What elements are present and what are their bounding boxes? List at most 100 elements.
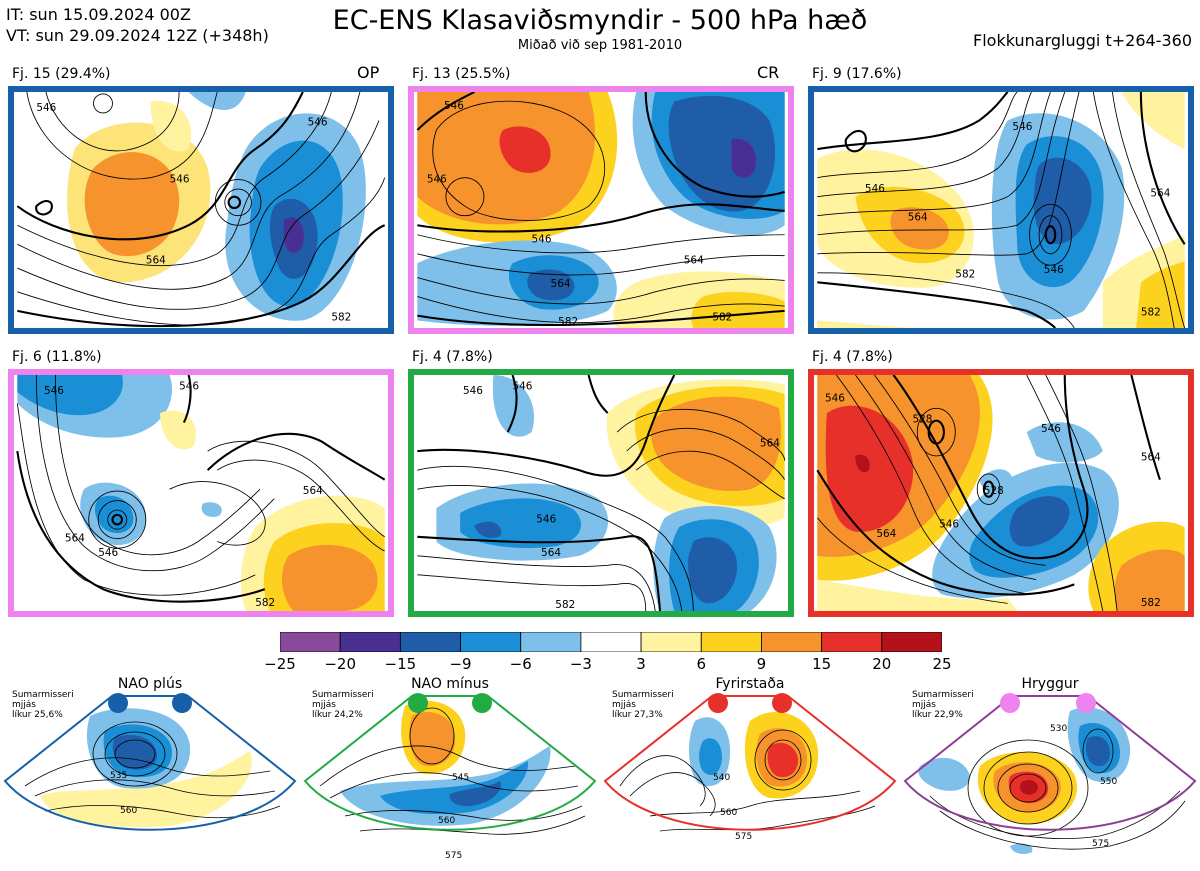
highlight-contours [817,92,1186,328]
positive-anomaly-area [1121,92,1185,150]
contour-label: 575 [445,851,462,861]
highlight-contours [416,92,785,327]
colorbar-swatch [640,632,702,652]
positive-anomaly-core [890,207,949,250]
positive-anomaly-mid [691,291,785,328]
contour-label: 564 [876,528,896,540]
valid-time: VT: sun 29.09.2024 12Z (+348h) [6,26,269,45]
colorbar-swatch [520,632,582,652]
cluster-map-1: 546 546 546 564 582 [8,86,394,334]
contour-label: 546 [532,233,552,245]
height-contours [817,92,1186,328]
contour-label: 546 [1041,423,1061,435]
contour-labels: 546 546 564 546 564 582 [44,380,323,609]
anomaly-map-5: 546 546 564 546 564 582 [417,375,786,611]
positive-anomaly-core [1114,549,1185,611]
regime-info-line: Sumarmisseri [912,690,974,700]
regime-dot [772,693,792,713]
contour-label: 540 [713,773,730,783]
regime-info: Sumarmisseri mjjás líkur 24,2% [312,690,374,720]
colorbar-tick-label: 15 [812,655,832,673]
contour-label: 546 [44,385,64,397]
colorbar-swatches [280,632,942,652]
panel-2-label: Fj. 13 (25.5%) [412,66,511,82]
regime-map: 545 560 575 [303,693,597,861]
positive-anomaly-core [825,405,914,533]
positive-anomaly-core [84,152,180,257]
contour-label: 546 [98,547,118,559]
contour-label: 546 [1044,264,1064,276]
contour-label: 564 [908,211,928,223]
positive-anomaly-area [150,100,192,152]
regime-info-line: mjjás [312,700,336,710]
contour-label: 564 [760,437,780,449]
contour-labels: 546 546 546 564 564 582 582 [427,100,732,328]
negative-anomaly-peak [283,217,304,253]
contour-label: 564 [551,278,571,290]
negative-anomaly-core [688,537,738,604]
contour-labels: 546 546 564 546 564 582 [463,380,780,611]
height-contours [17,92,386,326]
positive-anomaly-mid [1136,261,1185,328]
regime-info-line: Sumarmisseri [312,690,374,700]
contour-label: 546 [1012,121,1032,133]
contour-label: 560 [120,806,137,816]
regime-info-line: Sumarmisseri [612,690,674,700]
colorbar-swatch [580,632,642,652]
contour-label: 564 [1141,452,1161,464]
contour-label: 582 [712,311,732,323]
colorbar-tick-label: −15 [384,655,417,673]
contour-label: 545 [452,773,469,783]
contour-labels: 546 546 546 564 564 582 582 [865,121,1171,319]
contour-label: 546 [36,102,56,114]
contour-label: 564 [65,533,85,545]
positive-anomaly-core [650,396,781,492]
regime-title: NAO mínus [411,676,489,692]
regime-dot [408,693,428,713]
colorbar-tick-label: 25 [932,655,952,673]
negative-anomaly-core [527,269,575,301]
colorbar-tick-label: −20 [324,655,356,673]
colorbar-swatch [280,632,341,652]
contour-label: 528 [913,414,933,426]
regime-info-line: líkur 27,3% [612,710,663,720]
contour-label: 546 [427,173,447,185]
colorbar-tick-label: 6 [696,655,707,673]
panel-1-label: Fj. 15 (29.4%) [12,66,111,82]
contour-label: 582 [558,316,578,328]
regime-title: NAO plús [117,676,183,692]
contour-label: 546 [463,385,483,397]
classification-window: Flokkunargluggi t+264-360 [973,31,1192,50]
regime-info: Sumarmisseri mjjás líkur 25,6% [12,690,74,720]
cluster-map-6: 546 528 546 564 528 546 564 582 [808,369,1194,617]
contour-label: 546 [444,100,464,112]
negative-anomaly-core [474,521,502,538]
positive-anomaly-core [281,544,378,611]
anomaly-map-4: 546 546 564 546 564 582 [16,375,386,611]
regime-info-line: Sumarmisseri [12,690,74,700]
regime-info-line: mjjás [612,700,636,710]
regime-ridge: 530 550 575 Hryggur Sumarmisseri mjjás l… [900,676,1200,871]
contour-label: 546 [865,183,885,195]
colorbar-swatch [339,632,401,652]
contour-label: 582 [331,311,351,323]
highlight-contours [16,375,386,603]
contour-label: 564 [146,254,166,266]
negative-anomaly-area [1026,422,1103,463]
height-contours [417,408,786,611]
regime-map: 540 560 575 [603,693,897,842]
contour-label: 575 [735,832,752,842]
page-subtitle: Miðað við sep 1981-2010 [517,38,683,53]
regime-info-line: líkur 25,6% [12,710,63,720]
contour-label: 546 [179,380,199,392]
colorbar-swatch [881,632,942,652]
contour-label: 560 [438,816,455,826]
contour-label: 546 [939,518,959,530]
contour-label: 582 [255,597,275,609]
colorbar-tick-label: −9 [449,655,472,673]
positive-anomaly-core [908,401,970,460]
colorbar-ticks: −25 −20 −15 −9 −6 −3 3 6 9 15 20 25 [0,655,1200,675]
regime-info-line: líkur 24,2% [312,710,363,720]
regime-title: Hryggur [1021,676,1079,692]
positive-anomaly-peak [855,454,870,473]
